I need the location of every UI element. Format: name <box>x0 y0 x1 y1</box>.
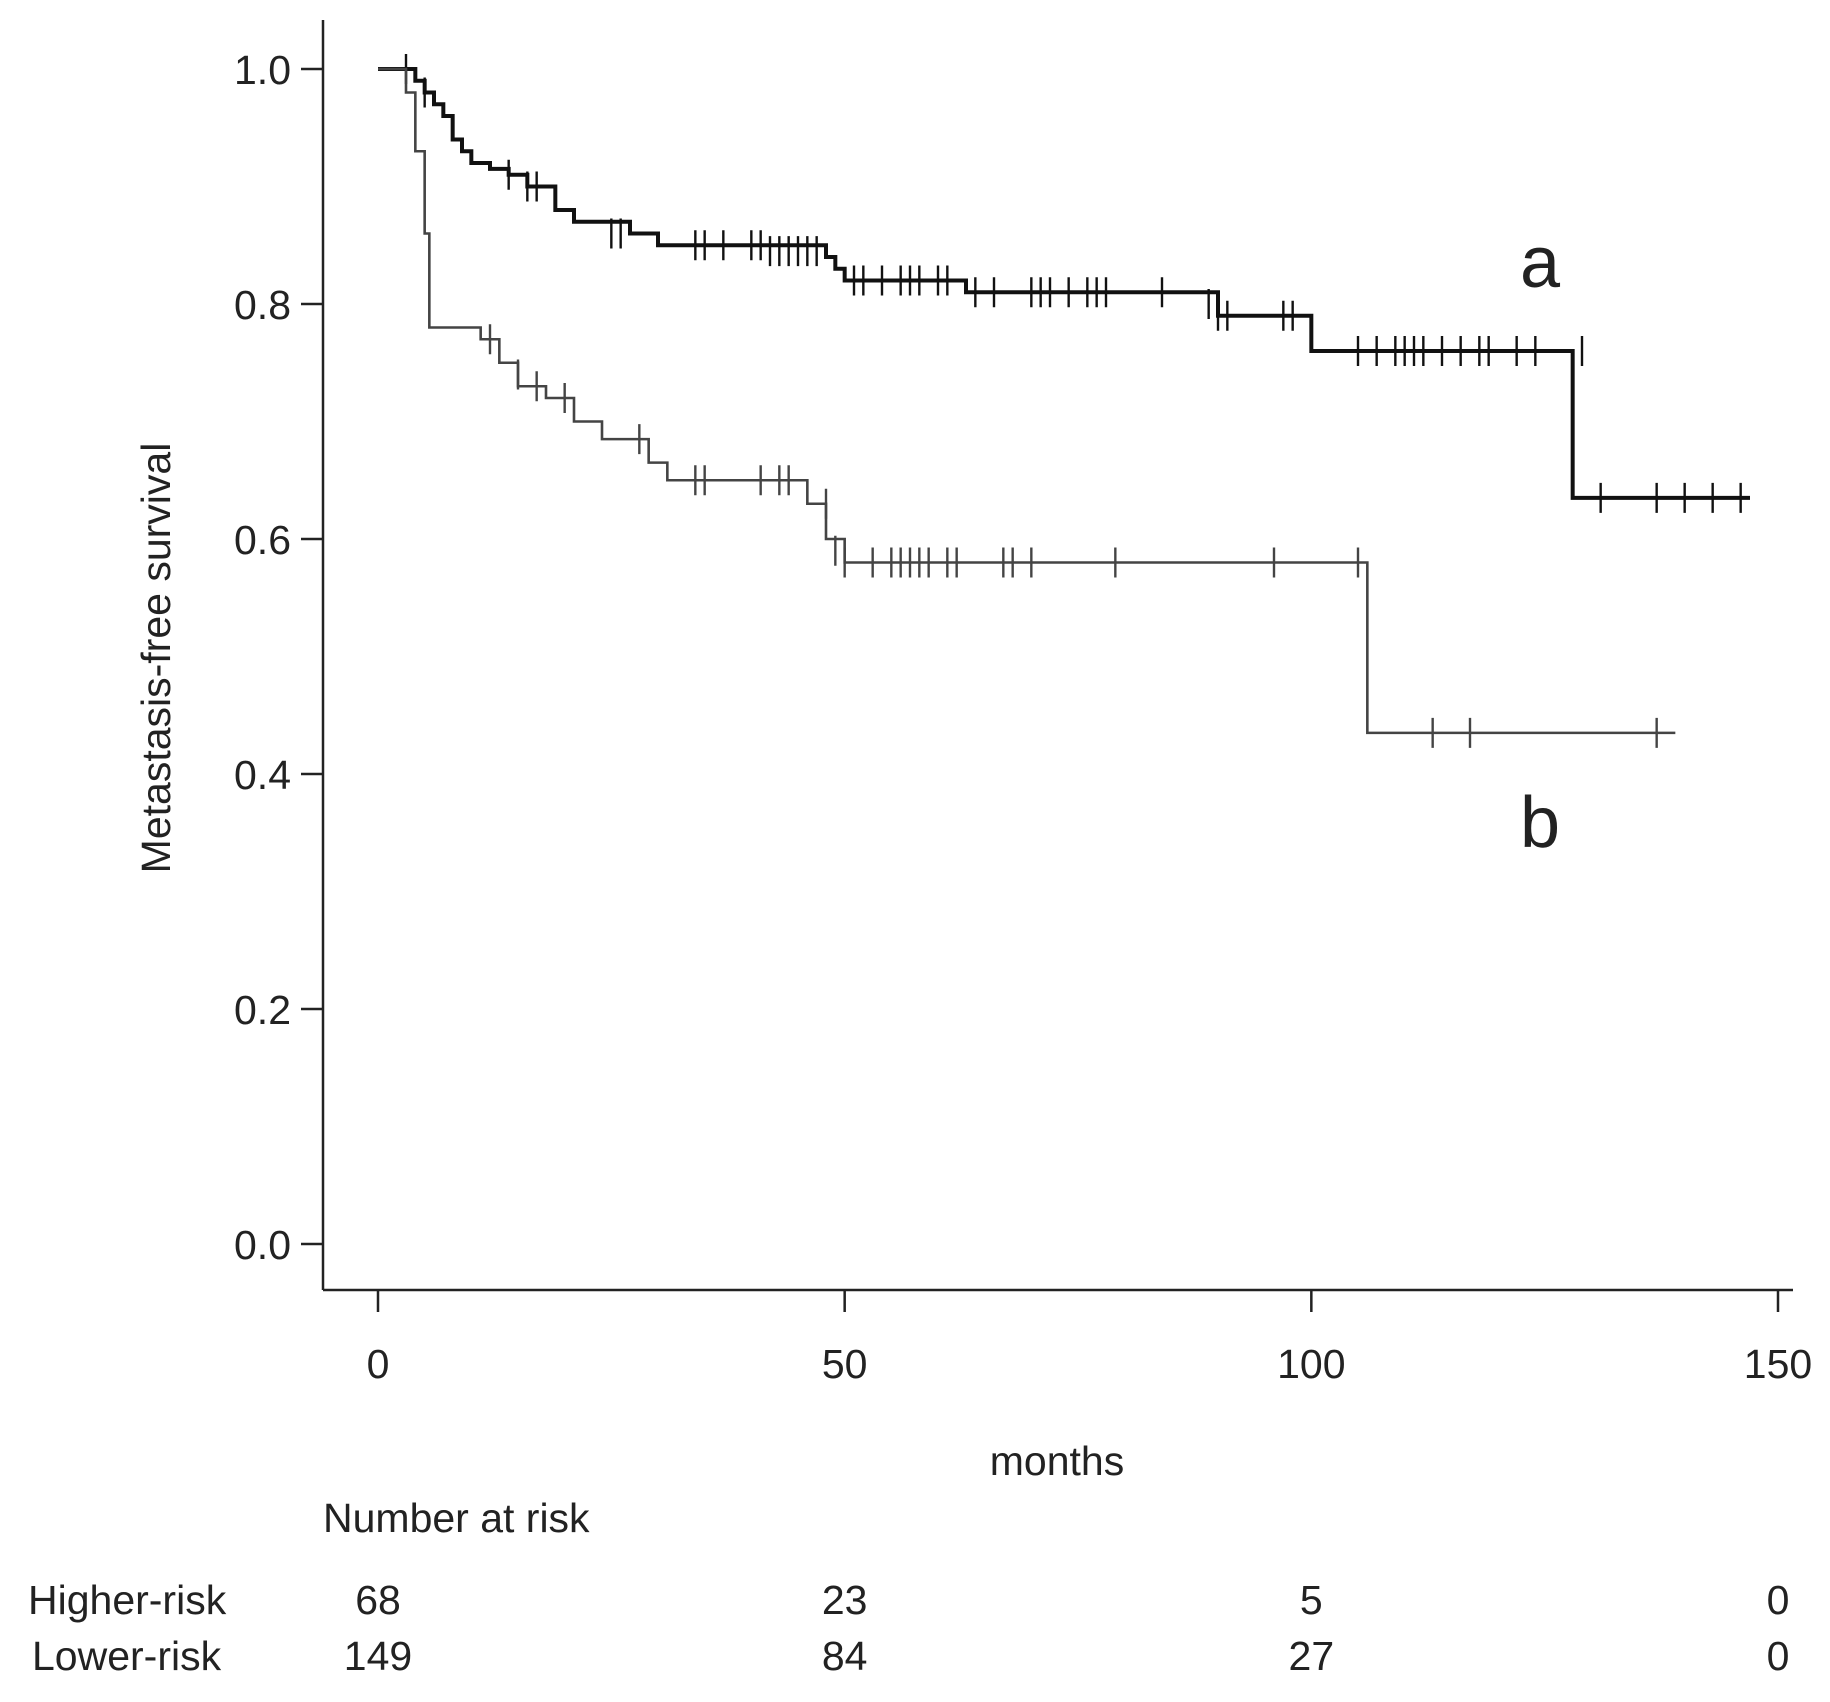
risk-row-label-higher: Higher-risk <box>28 1577 227 1623</box>
curve-label-a: a <box>1520 223 1561 303</box>
curve-label-b: b <box>1520 783 1560 863</box>
risk-table-title: Number at risk <box>323 1495 590 1541</box>
x-tick-label: 0 <box>367 1341 390 1387</box>
series-layer <box>378 54 1750 748</box>
series-line-a <box>378 67 1750 500</box>
y-tick-label: 0.6 <box>234 517 291 563</box>
x-axis-title: months <box>990 1438 1124 1484</box>
risk-count-lower: 0 <box>1767 1633 1790 1679</box>
risk-count-higher: 23 <box>822 1577 868 1623</box>
risk-row-label-lower: Lower-risk <box>32 1633 222 1679</box>
x-tick-label: 50 <box>822 1341 868 1387</box>
risk-count-higher: 0 <box>1767 1577 1790 1623</box>
axes: 0.0 0.2 0.4 0.6 0.8 1.0 0 50 100 150 <box>234 20 1812 1387</box>
y-axis-title: Metastasis-free survival <box>133 443 179 874</box>
x-tick-label: 100 <box>1277 1341 1345 1387</box>
risk-count-lower: 27 <box>1289 1633 1335 1679</box>
labels-layer: months Metastasis-free survival a b Numb… <box>28 223 1561 1679</box>
y-tick-label: 0.0 <box>234 1222 291 1268</box>
risk-count-higher: 5 <box>1300 1577 1323 1623</box>
series-line-b <box>378 67 1676 735</box>
risk-count-higher: 68 <box>355 1577 401 1623</box>
risk-count-lower: 84 <box>822 1633 868 1679</box>
y-tick-label: 0.2 <box>234 987 291 1033</box>
y-tick-label: 0.4 <box>234 752 291 798</box>
risk-count-lower: 149 <box>344 1633 412 1679</box>
y-tick-label: 1.0 <box>234 47 291 93</box>
y-tick-label: 0.8 <box>234 282 291 328</box>
x-tick-label: 150 <box>1744 1341 1812 1387</box>
risk-table: 68 23 5 0 149 84 27 0 <box>344 1577 1790 1679</box>
